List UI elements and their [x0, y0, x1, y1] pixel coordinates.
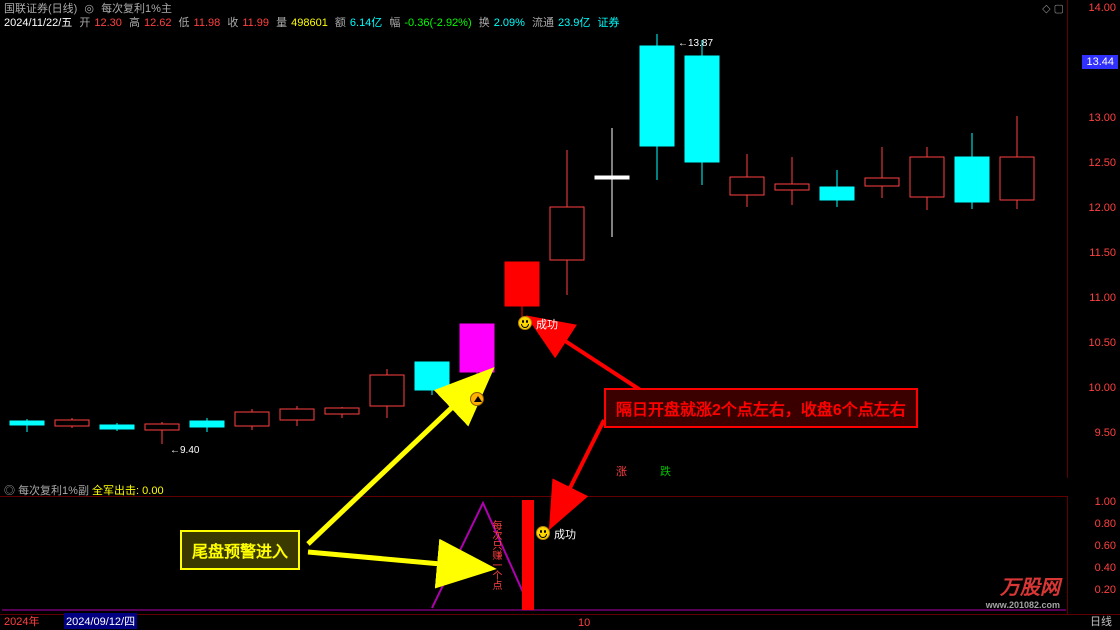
vertical-slogan: 每次只赚一个点 [488, 520, 503, 590]
annotation-next-day: 隔日开盘就涨2个点左右，收盘6个点左右 [604, 388, 918, 428]
smile-icon [518, 316, 532, 330]
watermark-logo: 万股网www.201082.com [986, 571, 1060, 610]
high-price-label: ←13.87 [678, 38, 713, 49]
low-price-label: ←9.40 [170, 445, 199, 456]
time-axis: 2024年 2024/09/12/四 10 日线 [0, 614, 1120, 630]
price-axis: 14.0013.0012.5012.0011.5011.0010.5010.00… [1068, 0, 1120, 478]
sub-axis: 1.000.800.600.400.20 [1068, 496, 1120, 614]
annotation-entry-alert: 尾盘预警进入 [180, 530, 300, 570]
label-up: 涨 [616, 463, 627, 479]
smile-icon [536, 526, 550, 540]
success-label: 成功 [554, 526, 576, 542]
sub-chart-area[interactable] [0, 496, 1068, 614]
label-down: 跌 [660, 463, 671, 479]
success-label: 成功 [536, 316, 558, 332]
entry-marker-icon [470, 392, 484, 406]
